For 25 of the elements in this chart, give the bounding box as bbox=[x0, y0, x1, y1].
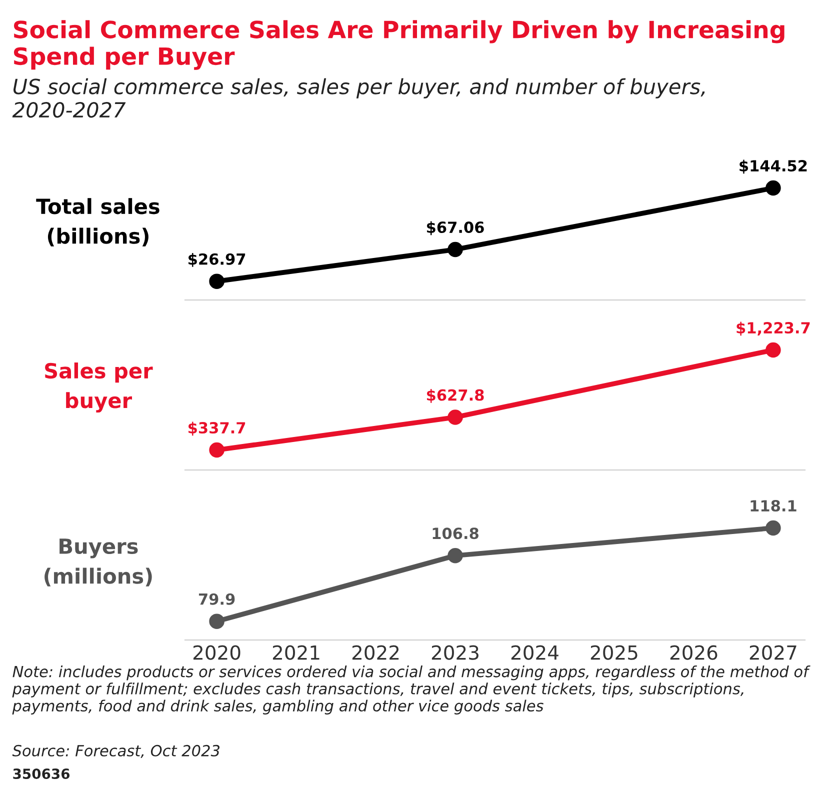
y-axis-title: Total sales (billions) bbox=[36, 198, 160, 246]
data-label: $67.06 bbox=[426, 221, 484, 236]
text: 350636 bbox=[13, 768, 70, 780]
y-axis-title: Sales per buyer bbox=[45, 362, 153, 412]
data-label: $337.7 bbox=[188, 422, 246, 436]
y-axis-title: Buyers (millions) bbox=[44, 538, 152, 586]
source-note: Source: Forecast, Oct 2023 bbox=[12, 744, 220, 758]
text: Note: includes products or services ordered via social and messaging apps, regardless of the method of payment or fulfillment; excludes cash transactions, travel and event tickets, tips, subscriptions, payments, food and drink sales, gambling and other vice goods sales bbox=[12, 666, 810, 714]
chart-title: Social Commerce Sales Are Primarily Driven by Increasing Spend per Buyer bbox=[14, 20, 784, 70]
x-tick-label: 2022 bbox=[352, 645, 399, 660]
x-tick-label: 2027 bbox=[750, 645, 796, 660]
data-label: $627.8 bbox=[426, 388, 484, 403]
x-tick-label: 2025 bbox=[590, 645, 638, 660]
x-tick-label: 2021 bbox=[272, 645, 320, 660]
data-label: 79.9 bbox=[198, 593, 235, 605]
data-label: $26.97 bbox=[188, 253, 246, 267]
x-tick-label: 2024 bbox=[511, 645, 558, 660]
data-label: 106.8 bbox=[432, 528, 478, 540]
data-label: $1,223.7 bbox=[736, 322, 810, 336]
data-label: 118.1 bbox=[750, 500, 796, 512]
chart-subtitle: US social commerce sales, sales per buyer, and number of buyers, 2020-2027 bbox=[12, 78, 705, 118]
data-label: $144.52 bbox=[740, 160, 807, 174]
x-tick-label: 2023 bbox=[432, 645, 478, 660]
x-tick-label: 2026 bbox=[670, 645, 718, 660]
x-tick-label: 2020 bbox=[193, 645, 240, 660]
